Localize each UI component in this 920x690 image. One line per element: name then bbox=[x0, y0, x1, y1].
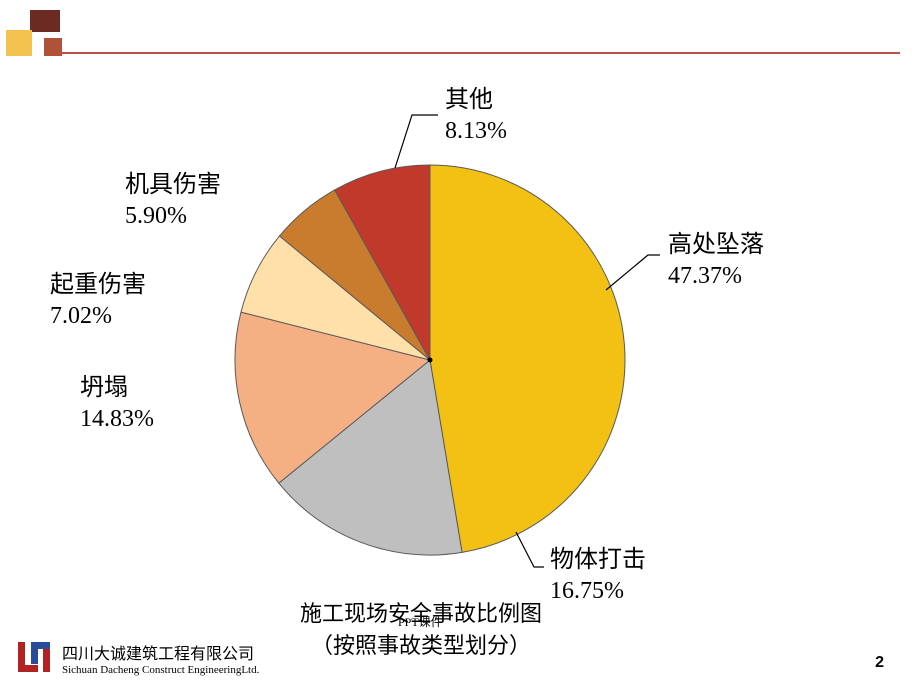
company-name-cn: 四川大诚建筑工程有限公司 bbox=[62, 646, 254, 663]
slice-label-name: 坍塌 bbox=[80, 373, 154, 404]
pie-slice-a bbox=[430, 165, 625, 552]
leader-f bbox=[395, 115, 438, 168]
slice-label-value: 14.83% bbox=[80, 404, 154, 435]
slice-label-d: 起重伤害7.02% bbox=[50, 270, 146, 332]
slice-label-name: 机具伤害 bbox=[125, 170, 221, 201]
leader-a bbox=[606, 255, 660, 290]
leader-b bbox=[516, 532, 544, 567]
slice-label-f: 其他8.13% bbox=[445, 85, 507, 147]
slice-label-e: 机具伤害5.90% bbox=[125, 170, 221, 232]
slice-label-name: 其他 bbox=[445, 85, 507, 116]
pie-center-dot bbox=[428, 358, 433, 363]
slice-label-value: 47.37% bbox=[668, 261, 764, 292]
slice-label-name: 高处坠落 bbox=[668, 230, 764, 261]
slice-label-name: 物体打击 bbox=[550, 545, 646, 576]
slice-label-value: 5.90% bbox=[125, 201, 221, 232]
company-name: 四川大诚建筑工程有限公司 Sichuan Dacheng Construct E… bbox=[62, 640, 259, 676]
slide-number: 2 bbox=[875, 654, 884, 672]
slice-label-value: 7.02% bbox=[50, 301, 146, 332]
footer: 四川大诚建筑工程有限公司 Sichuan Dacheng Construct E… bbox=[14, 638, 259, 678]
company-name-en: Sichuan Dacheng Construct EngineeringLtd… bbox=[62, 664, 259, 676]
caption-line2: （按照事故类型划分） bbox=[311, 633, 531, 658]
slice-label-c: 坍塌14.83% bbox=[80, 373, 154, 435]
company-logo-icon bbox=[14, 638, 54, 678]
slice-label-value: 16.75% bbox=[550, 576, 646, 607]
slice-label-value: 8.13% bbox=[445, 116, 507, 147]
slice-label-b: 物体打击16.75% bbox=[550, 545, 646, 607]
center-watermark: PPT课件 bbox=[398, 615, 443, 631]
slice-label-name: 起重伤害 bbox=[50, 270, 146, 301]
slice-label-a: 高处坠落47.37% bbox=[668, 230, 764, 292]
slide-root: 施工现场安全事故比例图 （按照事故类型划分） PPT课件 四川大诚建筑工程有限公… bbox=[0, 0, 920, 690]
top-rule bbox=[60, 52, 900, 54]
